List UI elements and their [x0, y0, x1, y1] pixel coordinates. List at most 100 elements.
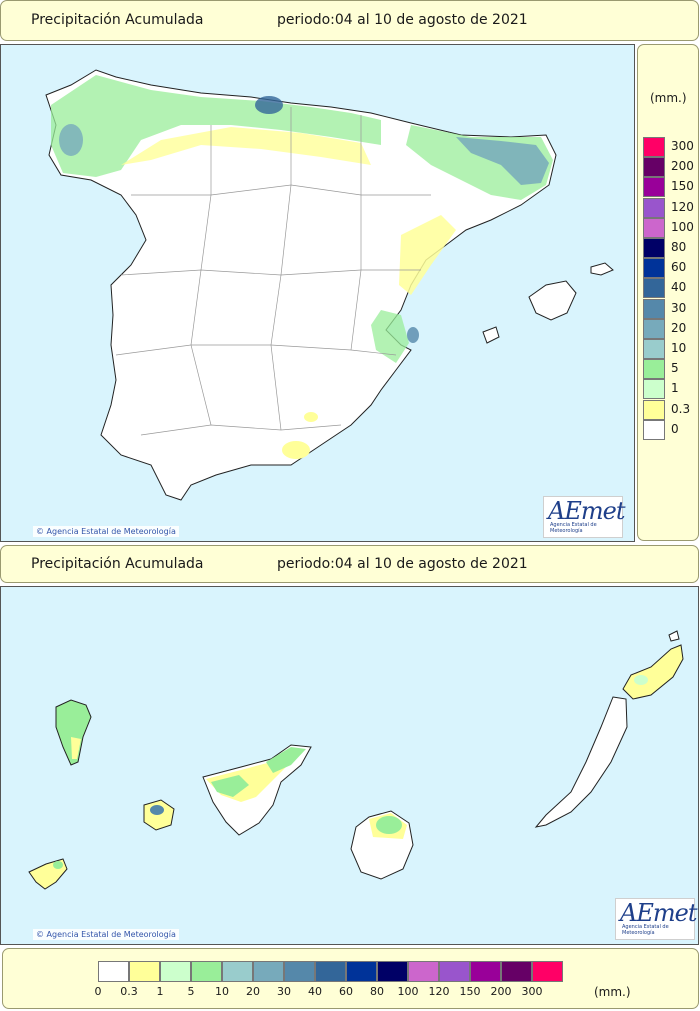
legend-label-5: 5	[671, 361, 679, 376]
copyright-mainland: © Agencia Estatal de Meteorología	[33, 526, 179, 537]
lanzarote	[622, 644, 684, 700]
precip-cantabria-heavy	[255, 96, 283, 114]
hlegend-label-80: 80	[370, 985, 384, 998]
legend-label-0: 0	[671, 421, 679, 436]
precip-valencia-light	[399, 215, 456, 295]
hlegend-swatch-120	[439, 961, 470, 982]
legend-swatch-300	[643, 137, 665, 157]
aemet-logo-canarias: AEmet Agencia Estatal de Meteorología	[615, 898, 697, 940]
hlegend-swatch-100	[408, 961, 439, 982]
la-gomera-heavy	[150, 805, 164, 815]
hlegend-swatch-30	[284, 961, 315, 982]
canarias-map: © Agencia Estatal de Meteorología AEmet …	[0, 586, 699, 945]
mainland-map: © Agencia Estatal de Meteorología AEmet …	[0, 44, 635, 542]
legend-label-1: 1	[671, 381, 679, 396]
mallorca	[528, 280, 577, 321]
horizontal-legend: 0 0.3 1 5 10 20 30 40 60 80 100 120 150 200 300 (mm.)	[2, 948, 699, 1009]
hlegend-swatch-0	[98, 961, 129, 982]
hlegend-swatch-0-3	[129, 961, 160, 982]
aemet-logo-text: AEmet	[548, 497, 625, 525]
legend-swatch-100	[643, 217, 665, 238]
hlegend-label-120: 120	[428, 985, 450, 998]
fuerteventura	[534, 696, 628, 828]
hlegend-label-0-3: 0.3	[120, 985, 138, 998]
legend-swatch-5	[643, 359, 665, 380]
canarias-title-bar: Precipitación Acumulada periodo:04 al 10…	[0, 545, 699, 583]
hlegend-label-100: 100	[397, 985, 419, 998]
hlegend-swatch-5	[191, 961, 222, 982]
legend-label-20: 20	[671, 320, 687, 335]
legend-swatch-30	[643, 298, 665, 319]
hlegend-label-10: 10	[215, 985, 229, 998]
hlegend-swatch-200	[501, 961, 532, 982]
top-title-bar: Precipitación Acumulada periodo:04 al 10…	[0, 0, 699, 41]
hlegend-swatch-10	[222, 961, 253, 982]
ibiza	[482, 326, 500, 344]
la-gomera	[143, 799, 175, 831]
hlegend-label-60: 60	[339, 985, 353, 998]
hlegend-label-40: 40	[308, 985, 322, 998]
precip-valencia	[371, 310, 409, 363]
legend-swatch-0-3	[643, 399, 665, 420]
iberian-peninsula	[45, 69, 557, 501]
legend-swatch-80	[643, 238, 665, 258]
gran-canaria-green	[376, 816, 402, 834]
hlegend-swatch-80	[377, 961, 408, 982]
menorca	[590, 262, 614, 276]
hlegend-label-200: 200	[490, 985, 512, 998]
horizontal-legend-unit: (mm.)	[594, 985, 631, 999]
hlegend-swatch-20	[253, 961, 284, 982]
precip-north-band	[51, 75, 381, 177]
legend-label-60: 60	[671, 260, 687, 275]
la-graciosa	[668, 630, 680, 642]
legend-swatch-200	[643, 157, 665, 178]
hlegend-swatch-40	[315, 961, 346, 982]
legend-label-30: 30	[671, 300, 687, 315]
hlegend-swatch-1	[160, 961, 191, 982]
legend-label-40: 40	[671, 280, 687, 295]
tenerife-green	[211, 747, 306, 797]
vertical-legend: (mm.) 0 0.3 1 5 10 20 30 40 60 80 100 120 150 200 300	[637, 44, 699, 541]
legend-swatch-10	[643, 339, 665, 359]
legend-label-80: 80	[671, 240, 687, 254]
legend-swatch-40	[643, 278, 665, 299]
hlegend-swatch-150	[470, 961, 501, 982]
legend-swatch-120	[643, 197, 665, 218]
hlegend-swatch-300	[532, 961, 563, 982]
hlegend-label-30: 30	[277, 985, 291, 998]
canarias-map-svg	[28, 630, 684, 890]
legend-swatch-1	[643, 379, 665, 400]
aemet-logo-subtitle: Agencia Estatal de Meteorología	[550, 522, 597, 534]
province-borders	[115, 107, 431, 436]
legend-swatch-150	[643, 177, 665, 198]
aemet-logo-subtitle-canarias: Agencia Estatal de Meteorología	[622, 924, 669, 936]
legend-label-120: 120	[671, 199, 694, 214]
legend-unit: (mm.)	[650, 91, 687, 105]
legend-swatch-0	[643, 419, 665, 440]
precip-south-spot	[282, 441, 310, 459]
aemet-logo-text-canarias: AEmet	[620, 899, 697, 927]
hlegend-label-0: 0	[94, 985, 102, 998]
el-hierro-green	[53, 861, 63, 869]
precip-galicia-heavy	[59, 124, 83, 156]
legend-label-150: 150	[671, 179, 694, 194]
lanzarote-green	[634, 675, 648, 685]
legend-label-0-3: 0.3	[671, 401, 691, 416]
hlegend-swatch-60	[346, 961, 377, 982]
precip-south-spot-2	[304, 412, 318, 422]
legend-label-10: 10	[671, 341, 687, 355]
legend-label-100: 100	[671, 219, 694, 234]
hlegend-label-20: 20	[246, 985, 260, 998]
period-label: periodo:04 al 10 de agosto de 2021	[277, 12, 528, 28]
canarias-map-title: Precipitación Acumulada	[31, 556, 204, 572]
canarias-period-label: periodo:04 al 10 de agosto de 2021	[277, 556, 528, 572]
map-title: Precipitación Acumulada	[31, 12, 204, 28]
copyright-canarias: © Agencia Estatal de Meteorología	[33, 929, 179, 940]
hlegend-label-1: 1	[156, 985, 164, 998]
legend-label-200: 200	[671, 159, 694, 174]
legend-swatch-20	[643, 318, 665, 339]
precip-valencia-heavy	[407, 327, 419, 343]
precip-pyrenees-heavy	[456, 137, 549, 185]
hlegend-label-300: 300	[521, 985, 543, 998]
la-palma	[55, 699, 92, 766]
